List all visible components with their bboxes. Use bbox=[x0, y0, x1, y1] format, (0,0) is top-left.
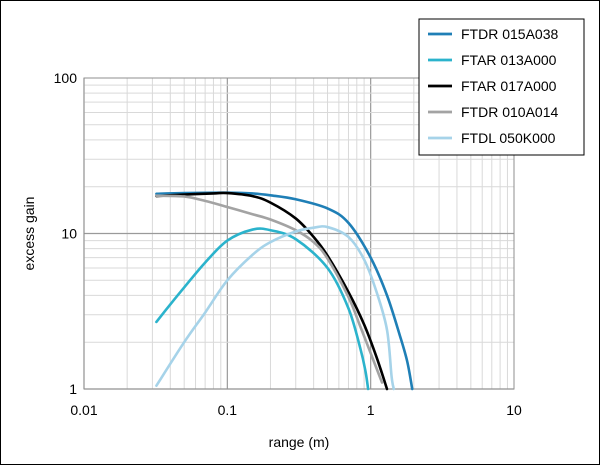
x-tick-label: 1 bbox=[367, 402, 375, 418]
y-axis-title: excess gain bbox=[21, 197, 37, 271]
legend: FTDR 015A038 FTAR 013A000 FTAR 017A000 FTDR… bbox=[418, 18, 585, 156]
y-tick-label: 1 bbox=[69, 381, 77, 397]
legend-label-3: FTDR 010A014 bbox=[461, 104, 558, 120]
y-tick-label: 10 bbox=[61, 226, 77, 242]
legend-label-2: FTAR 017A000 bbox=[461, 78, 557, 94]
x-tick-label: 0.1 bbox=[218, 402, 238, 418]
series-line-4 bbox=[155, 225, 396, 391]
series-layer bbox=[155, 191, 414, 391]
plot-area bbox=[83, 77, 515, 390]
tick-labels: 0.01 0.1 1 10 1 10 100 bbox=[54, 70, 522, 418]
legend-label-0: FTDR 015A038 bbox=[461, 26, 558, 42]
legend-label-1: FTAR 013A000 bbox=[461, 52, 557, 68]
x-axis-title: range (m) bbox=[269, 434, 330, 450]
y-tick-label: 100 bbox=[54, 70, 78, 86]
series-line-2 bbox=[155, 191, 389, 391]
series-line-1 bbox=[155, 227, 370, 391]
legend-label-4: FTDL 050K000 bbox=[461, 130, 556, 146]
x-tick-label: 10 bbox=[506, 402, 522, 418]
x-tick-label: 0.01 bbox=[70, 402, 97, 418]
